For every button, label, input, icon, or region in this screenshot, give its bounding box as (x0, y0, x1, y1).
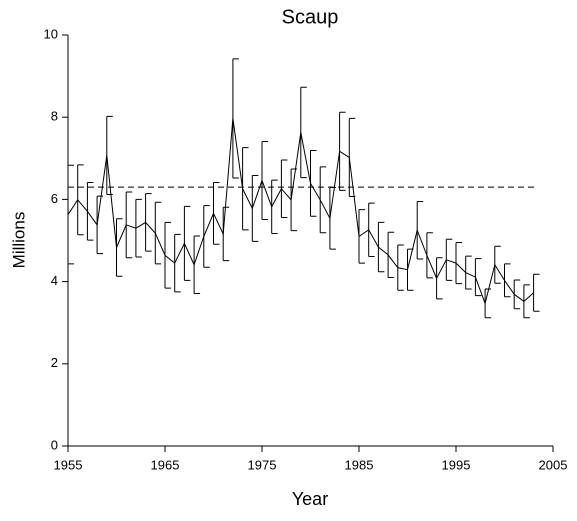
error-bar (193, 235, 201, 295)
error-bar (407, 248, 414, 291)
error-bar (251, 175, 259, 242)
error-bar (455, 242, 462, 285)
error-bar (533, 273, 540, 312)
y-tick-label: 2 (51, 355, 58, 370)
y-tick-label: 6 (51, 191, 58, 206)
error-bar (358, 209, 365, 264)
error-bar (261, 140, 268, 221)
error-bar (494, 245, 501, 284)
y-axis-label: Millions (9, 212, 28, 269)
error-bar (387, 231, 395, 278)
error-bar (416, 200, 424, 260)
error-bar (523, 284, 530, 319)
error-bar (271, 179, 278, 235)
y-tick-label: 8 (51, 109, 58, 124)
error-bar (368, 202, 375, 258)
error-bar (242, 147, 249, 231)
x-tick-label: 1985 (345, 457, 374, 472)
error-bar (310, 149, 317, 217)
error-bar (183, 205, 191, 281)
x-tick-label: 1965 (151, 457, 180, 472)
error-bar (116, 218, 123, 277)
error-bar (77, 164, 84, 236)
data-line (67, 118, 534, 306)
error-bar (300, 86, 307, 179)
y-tick-label: 4 (51, 273, 58, 288)
x-axis-label: Year (292, 489, 328, 509)
error-bar (86, 182, 94, 241)
x-tick-label: 1975 (248, 457, 277, 472)
error-bar (164, 221, 171, 289)
error-bar (154, 201, 162, 265)
y-tick-label: 0 (51, 437, 58, 452)
error-bar (174, 233, 181, 293)
error-bar (319, 166, 327, 234)
chart-title: Scaup (282, 6, 339, 28)
error-bar (280, 159, 288, 218)
error-bar (203, 205, 210, 268)
error-bar (436, 257, 443, 300)
error-bar (67, 164, 74, 265)
x-tick-label: 1995 (442, 457, 471, 472)
error-bar (377, 221, 385, 273)
error-bar (213, 182, 220, 245)
y-tick-label: 10 (44, 26, 58, 41)
error-bar (222, 206, 230, 262)
error-bar (145, 193, 152, 252)
error-bar (232, 58, 239, 179)
x-tick-label: 2005 (539, 457, 568, 472)
error-bar (504, 263, 511, 298)
error-bar (513, 279, 521, 310)
error-bar (426, 232, 433, 279)
x-tick-label: 1955 (54, 457, 83, 472)
